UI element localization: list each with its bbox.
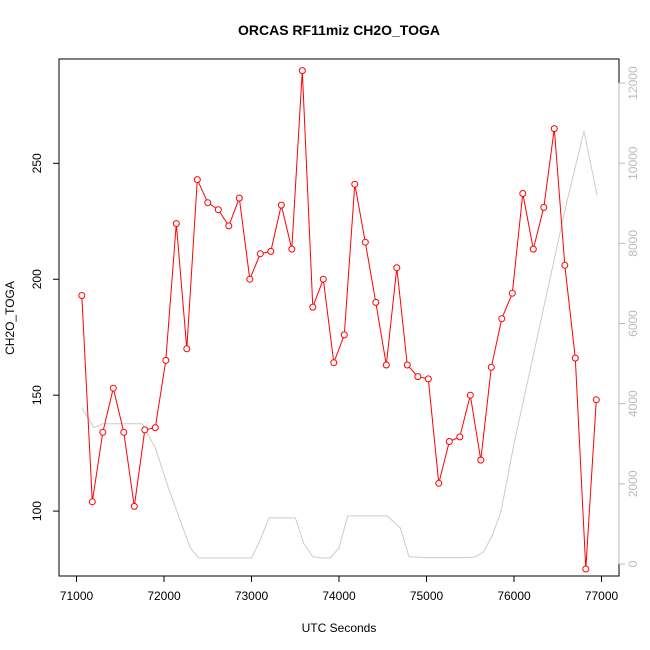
data-point <box>351 180 359 188</box>
data-point <box>277 201 285 209</box>
data-point <box>571 354 579 362</box>
data-point <box>487 363 495 371</box>
data-point <box>445 438 453 445</box>
data-point <box>424 375 432 383</box>
data-point <box>393 264 401 272</box>
data-point <box>456 433 464 441</box>
data-point <box>477 456 485 464</box>
data-point <box>582 565 590 573</box>
data-point <box>109 384 117 392</box>
x-axis-label: UTC Seconds <box>302 621 377 635</box>
data-point <box>214 206 222 214</box>
data-point <box>519 190 527 197</box>
series-layer <box>78 67 600 573</box>
x-tick-label: 73000 <box>235 589 269 603</box>
x-tick-label: 76000 <box>497 589 531 603</box>
chart-title: ORCAS RF11miz CH2O_TOGA <box>238 22 440 38</box>
y-axis-right: 0 2000 4000 6000 8000 10000 12000 <box>618 66 640 567</box>
data-point <box>120 428 128 436</box>
y2-tick-label: 6000 <box>626 310 640 337</box>
secondary-series-line <box>81 130 598 559</box>
x-tick-label: 74000 <box>322 589 356 603</box>
data-point <box>172 220 180 228</box>
y-axis-left: 100 150 200 250 <box>30 153 60 521</box>
data-point <box>592 396 600 404</box>
x-tick-label: 75000 <box>410 589 444 603</box>
primary-series-line <box>81 70 597 570</box>
y2-tick-label: 12000 <box>626 66 640 100</box>
y2-tick-label: 8000 <box>626 230 640 257</box>
data-point <box>151 424 159 432</box>
data-point <box>498 315 506 323</box>
data-point <box>550 125 558 133</box>
data-point <box>246 275 254 283</box>
data-point <box>288 245 296 253</box>
y-tick-label: 200 <box>30 269 44 289</box>
data-point <box>88 498 96 506</box>
x-tick-label: 72000 <box>147 589 181 603</box>
data-point <box>414 373 422 381</box>
data-point <box>382 361 390 369</box>
y2-tick-label: 4000 <box>626 390 640 417</box>
y-tick-label: 150 <box>30 385 44 405</box>
data-point <box>204 199 212 207</box>
data-point <box>319 275 327 283</box>
data-point <box>361 238 369 246</box>
data-point <box>561 261 569 269</box>
data-point <box>330 359 338 367</box>
data-point <box>162 356 170 364</box>
data-point <box>529 245 537 253</box>
data-point <box>225 222 233 230</box>
y-tick-label: 250 <box>30 153 44 173</box>
data-point <box>540 203 548 211</box>
data-point <box>298 67 306 75</box>
y2-tick-label: 10000 <box>626 146 640 180</box>
data-point <box>267 247 275 255</box>
data-point <box>372 298 380 306</box>
data-point <box>340 331 348 339</box>
data-point <box>183 345 191 353</box>
y2-tick-label: 2000 <box>626 470 640 497</box>
data-point <box>256 250 264 258</box>
data-point <box>99 428 107 436</box>
data-point <box>193 176 201 184</box>
data-point <box>435 479 443 487</box>
data-point <box>403 361 411 369</box>
data-point <box>130 502 138 510</box>
plot-frame <box>58 58 620 577</box>
data-point <box>508 289 516 297</box>
x-tick-label: 71000 <box>60 589 94 603</box>
data-point <box>466 391 474 399</box>
x-tick-label: 77000 <box>585 589 619 603</box>
x-axis: 71000 72000 73000 74000 75000 76000 77000 <box>60 575 619 603</box>
y-axis-label: CH2O_TOGA <box>3 281 17 355</box>
y-tick-label: 100 <box>30 501 44 521</box>
data-point <box>309 303 317 311</box>
data-point <box>141 426 149 434</box>
y2-tick-label: 0 <box>626 560 640 567</box>
data-point <box>235 194 243 202</box>
data-point <box>78 292 86 299</box>
